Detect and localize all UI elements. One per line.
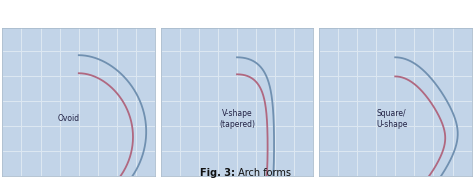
Text: Fig. 3:: Fig. 3: bbox=[200, 168, 235, 178]
Text: Square/
U-shape: Square/ U-shape bbox=[376, 109, 408, 129]
Text: Arch forms: Arch forms bbox=[235, 168, 291, 178]
Text: Ovoid: Ovoid bbox=[57, 114, 80, 123]
Text: V-shape
(tapered): V-shape (tapered) bbox=[219, 109, 255, 129]
